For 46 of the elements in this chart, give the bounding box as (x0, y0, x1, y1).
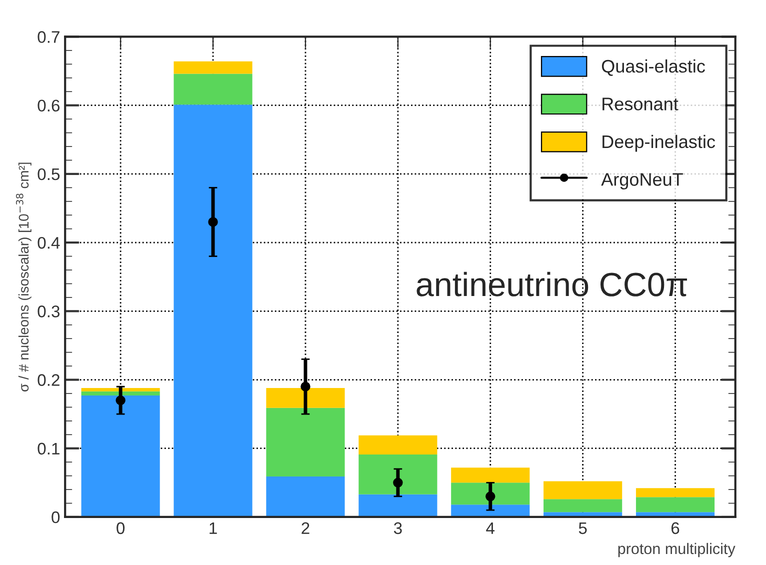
x-tick-label: 5 (578, 522, 587, 534)
legend-label: Quasi-elastic (602, 59, 705, 76)
legend-label: Resonant (602, 98, 678, 110)
point (116, 395, 126, 406)
x-tick-label: 4 (486, 522, 495, 534)
x-tick-label: 6 (671, 522, 680, 534)
point (486, 492, 496, 502)
legend-label: ArgoNeuT (601, 173, 683, 190)
y-tick-label: 0.4 (38, 236, 60, 249)
y-tick-label: 0.1 (38, 442, 60, 455)
y-tick-label: 0.7 (38, 31, 60, 43)
y-tick-label: 0.5 (38, 168, 60, 180)
bar (266, 476, 345, 517)
point (393, 478, 403, 488)
bar (451, 468, 530, 483)
bar (636, 488, 715, 498)
point (300, 382, 310, 392)
legend-label: Deep-inelastic (602, 134, 716, 152)
bar (174, 104, 252, 517)
bar (174, 74, 252, 105)
x-tick-label: 0 (116, 522, 125, 534)
bar (358, 494, 438, 517)
y-tick-label: 0.3 (38, 306, 60, 318)
bar (544, 481, 622, 500)
bar (451, 482, 530, 505)
point (208, 217, 218, 227)
x-tick-label: 2 (302, 522, 310, 534)
bar (81, 396, 160, 517)
bar (358, 454, 438, 494)
x-axis-title: proton multiplicity (618, 542, 736, 558)
y-tick-label: 0 (52, 511, 60, 524)
bar (358, 435, 438, 455)
y-tick-label: 0.6 (38, 100, 60, 112)
y-axis-title: σ / # nucleons (isoscalar) [10$^{−38}$ cm²] (16, 162, 32, 392)
x-tick-label: 1 (210, 522, 217, 534)
bar (266, 408, 345, 476)
bar (81, 388, 160, 392)
bar (174, 61, 252, 74)
bar (266, 388, 345, 408)
bar (636, 497, 715, 512)
bar (544, 499, 622, 512)
bar (451, 504, 530, 517)
annotation: antineutrino CC0π (416, 272, 687, 296)
x-tick-label: 3 (394, 522, 402, 534)
bar (81, 391, 160, 396)
y-tick-label: 0.2 (38, 374, 60, 386)
